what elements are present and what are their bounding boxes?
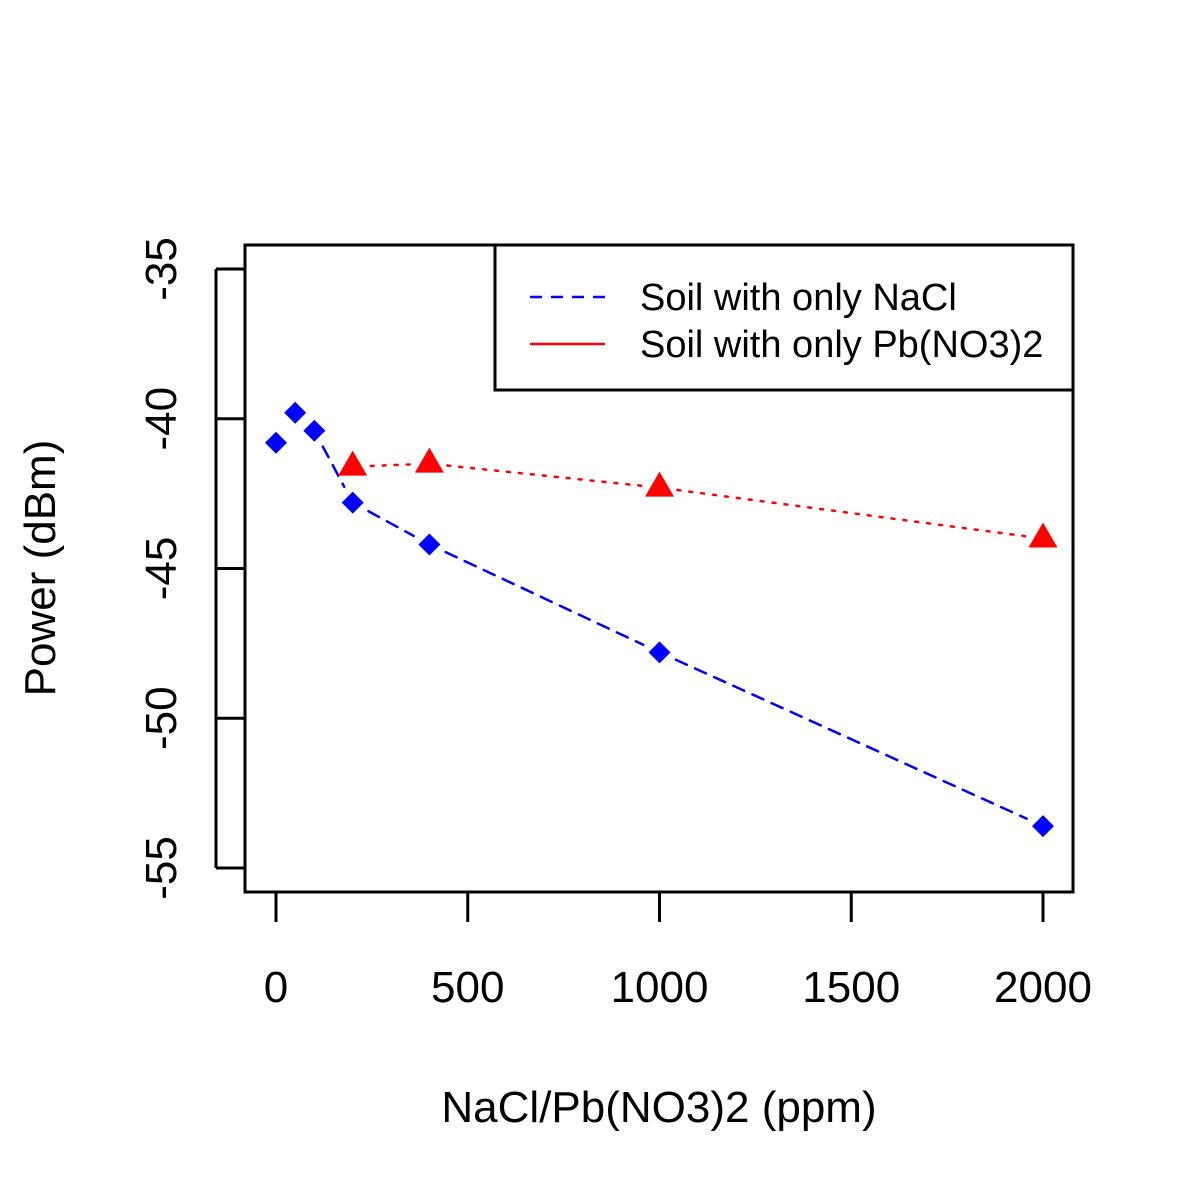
series-line-segment xyxy=(444,550,645,646)
series-line-segment xyxy=(674,658,1028,820)
series-0 xyxy=(265,401,1054,838)
data-point-diamond xyxy=(418,533,441,556)
y-tick-label: -35 xyxy=(137,237,186,301)
x-tick-label: 500 xyxy=(431,963,504,1012)
x-tick-label: 1000 xyxy=(611,963,709,1012)
data-point-diamond xyxy=(1032,815,1054,838)
data-point-diamond xyxy=(648,641,671,664)
x-tick-label: 2000 xyxy=(994,963,1092,1012)
x-tick-label: 1500 xyxy=(802,963,900,1012)
series-line-segment xyxy=(676,488,1027,538)
legend: Soil with only NaCl Soil with only Pb(NO… xyxy=(493,243,1075,392)
legend-label-nacl: Soil with only NaCl xyxy=(640,277,957,319)
series-line-segment xyxy=(367,509,415,538)
data-point-triangle xyxy=(645,471,674,497)
series-1 xyxy=(338,447,1058,548)
data-point-diamond xyxy=(265,431,287,454)
x-tick-label: 0 xyxy=(264,963,288,1012)
series-line-segment xyxy=(369,463,413,468)
y-tick-label: -45 xyxy=(137,537,186,601)
data-point-diamond xyxy=(284,401,307,424)
data-point-diamond xyxy=(303,419,326,442)
x-axis-label: NaCl/Pb(NO3)2 (ppm) xyxy=(441,1083,876,1132)
y-tick-label: -40 xyxy=(137,387,186,451)
y-axis-label: Power (dBm) xyxy=(16,440,65,697)
series-line-segment xyxy=(321,445,346,488)
y-tick-label: -50 xyxy=(137,686,186,750)
data-point-diamond xyxy=(341,491,364,514)
legend-box xyxy=(493,243,1075,392)
data-point-triangle xyxy=(338,450,368,476)
data-point-triangle xyxy=(1028,522,1058,548)
data-point-triangle xyxy=(414,447,444,473)
series-line-segment xyxy=(446,464,643,488)
legend-label-pbno3: Soil with only Pb(NO3)2 xyxy=(640,324,1043,366)
y-tick-label: -55 xyxy=(137,836,186,900)
